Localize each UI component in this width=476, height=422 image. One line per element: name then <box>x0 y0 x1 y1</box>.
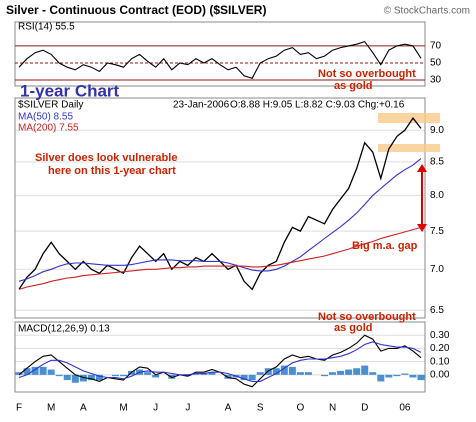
histogram-bar <box>47 369 55 375</box>
quote: O:8.88 H:9.05 L:8.82 C:9.03 Chg:+0.16 <box>230 100 405 111</box>
price-panel <box>14 97 426 319</box>
histogram-bar <box>409 374 417 378</box>
arrow-heads <box>417 164 427 232</box>
histogram-bar <box>71 374 79 383</box>
y-tick-label: 0.00 <box>430 369 450 380</box>
histogram-bar <box>304 372 312 375</box>
histogram-bar <box>296 372 304 375</box>
histogram-bar <box>288 366 296 375</box>
histogram-bar <box>192 373 200 375</box>
y-tick-label: 50 <box>430 58 442 69</box>
annotation: Big m.a. gap <box>352 240 418 252</box>
histogram-bar <box>401 373 409 375</box>
histogram-bar <box>200 373 208 375</box>
histogram-bar <box>272 368 280 375</box>
histogram-bar <box>321 374 329 377</box>
legend-entry: MA(50) 8.55 <box>18 112 73 123</box>
histogram-bar <box>120 374 128 377</box>
histogram-bar <box>377 374 385 382</box>
histogram-bar <box>361 365 369 375</box>
y-tick-label: 8.0 <box>430 190 444 201</box>
y-tick-label: 9.0 <box>430 125 444 136</box>
histogram-bar <box>79 374 87 382</box>
annotation: as gold <box>334 322 373 334</box>
x-tick-label: M <box>47 403 55 414</box>
x-tick-label: O <box>297 403 305 414</box>
histogram-bar <box>31 366 39 375</box>
histogram-bar <box>224 374 232 379</box>
panel-title: $SILVER Daily <box>18 100 83 111</box>
histogram-bar <box>95 374 103 381</box>
annotation: here on this 1-year chart <box>48 165 176 177</box>
subtitle: 1-year Chart <box>20 81 120 100</box>
x-tick-label: D <box>361 403 368 414</box>
annotation: Not so overbought <box>318 68 416 80</box>
y-tick-label: 6.5 <box>430 305 444 316</box>
x-tick-label: J <box>153 403 158 414</box>
histogram-bar <box>393 374 401 377</box>
rsi-panel <box>14 21 426 87</box>
histogram-bar <box>256 372 264 375</box>
histogram-bar <box>39 366 47 375</box>
histogram-bar <box>417 374 425 381</box>
highlight <box>378 144 440 152</box>
histogram-bar <box>369 372 377 375</box>
histogram-bar <box>184 374 192 377</box>
x-tick-label: M <box>119 403 127 414</box>
histogram-bar <box>87 374 95 381</box>
annotation: as gold <box>334 80 373 92</box>
y-tick-label: 0.30 <box>430 330 450 341</box>
histogram-bar <box>280 365 288 375</box>
series-line <box>18 226 422 290</box>
y-tick-label: 7.5 <box>430 226 444 237</box>
annotation: Not so overbought <box>318 311 416 323</box>
histogram-bar <box>353 368 361 375</box>
histogram-bar <box>15 372 23 375</box>
source: © StockCharts.com <box>384 6 470 17</box>
macd-panel <box>14 321 426 393</box>
x-tick-label: J <box>185 403 190 414</box>
legend-entry: MA(200) 7.55 <box>18 123 79 134</box>
x-tick-label: A <box>80 403 87 414</box>
panel-title: RSI(14) 55.5 <box>18 22 75 33</box>
histogram-bar <box>248 374 256 381</box>
histogram-bar <box>111 374 119 377</box>
histogram-bar <box>385 374 393 378</box>
chart-title: Silver - Continuous Contract (EOD) ($SIL… <box>6 3 266 17</box>
x-tick-label: S <box>257 403 264 414</box>
histogram-bar <box>208 372 216 375</box>
histogram-bar <box>152 374 160 378</box>
panel-title: MACD(12,26,9) 0.13 <box>18 324 110 335</box>
histogram-bar <box>329 372 337 375</box>
x-tick-label: F <box>16 403 22 414</box>
x-tick-label: 06 <box>399 403 411 414</box>
series-line <box>18 158 422 282</box>
histogram-bar <box>55 374 63 377</box>
date: 23-Jan-2006 <box>173 100 230 111</box>
histogram-bar <box>63 374 71 381</box>
histogram-bar <box>240 374 248 381</box>
x-tick-label: A <box>225 403 232 414</box>
y-tick-label: 0.20 <box>430 343 450 354</box>
x-tick-label: N <box>329 403 336 414</box>
y-tick-label: 7.0 <box>430 264 444 275</box>
series-line <box>18 341 422 382</box>
highlight <box>378 113 440 123</box>
histogram-bar <box>23 368 31 375</box>
y-tick-label: 8.5 <box>430 157 444 168</box>
y-tick-label: 0.10 <box>430 356 450 367</box>
y-tick-label: 30 <box>430 75 442 86</box>
histogram-bar <box>144 372 152 375</box>
y-tick-label: 70 <box>430 41 442 52</box>
annotation: Silver does look vulnerable <box>35 152 177 164</box>
histogram-bar <box>337 370 345 375</box>
histogram-bar <box>345 369 353 375</box>
series-line <box>18 40 422 79</box>
histogram-bar <box>168 374 176 379</box>
